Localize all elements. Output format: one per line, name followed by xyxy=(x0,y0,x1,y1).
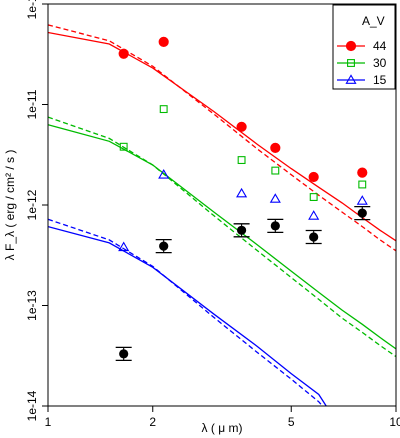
x-axis-label: λ ( μ m) xyxy=(202,421,243,435)
point-av15-0 xyxy=(118,241,130,252)
x-tick-label-1: 1 xyxy=(45,415,52,429)
legend: A_V 44 30 15 xyxy=(332,4,396,90)
x-tick-label-5: 5 xyxy=(288,415,295,429)
model-curve-solid-av44 xyxy=(48,31,396,242)
legend-entries: 44 30 15 xyxy=(337,39,387,87)
legend-label-av15: 15 xyxy=(373,73,387,87)
observed-point-5 xyxy=(357,208,367,218)
axes: 1 2 5 10 1e-14 1e-13 1e-12 1e-11 1e-10 xyxy=(25,0,400,429)
legend-title: A_V xyxy=(362,14,385,28)
point-av44-0 xyxy=(118,48,129,59)
legend-label-av30: 30 xyxy=(373,56,387,70)
point-av30-5 xyxy=(358,180,367,189)
point-av15-4 xyxy=(308,210,320,220)
legend-marker-av15 xyxy=(345,74,357,84)
data-markers xyxy=(115,36,371,362)
y-tick-label-1e-11: 1e-11 xyxy=(25,89,39,119)
point-av15-5 xyxy=(356,195,368,205)
legend-box xyxy=(332,4,396,90)
legend-label-av44: 44 xyxy=(373,39,387,53)
legend-title-main: A_V xyxy=(362,14,385,28)
observed-point-1 xyxy=(159,241,169,251)
observed-point-4 xyxy=(309,232,319,242)
point-av15-1 xyxy=(158,169,170,179)
model-curve-dashed-av15 xyxy=(48,218,323,406)
y-tick-label-1e-13: 1e-13 xyxy=(25,290,39,321)
point-av44-5 xyxy=(357,167,368,178)
point-av44-4 xyxy=(308,171,319,183)
point-av44-1 xyxy=(158,36,169,47)
legend-marker-av44 xyxy=(345,40,357,52)
model-curve-solid-av15 xyxy=(48,225,327,406)
legend-marker-av30 xyxy=(347,59,355,67)
y-tick-label-1e-10: 1e-10 xyxy=(25,0,39,19)
x-tick-label-10: 10 xyxy=(389,415,400,429)
point-av44-3 xyxy=(270,142,281,153)
point-av30-3 xyxy=(271,166,280,175)
y-tick-label-1e-12: 1e-12 xyxy=(25,189,39,220)
y-axis-label: λ F_λ ( erg / cm² / s ) xyxy=(3,150,17,261)
point-av30-4 xyxy=(309,193,318,201)
observed-point-3 xyxy=(270,221,280,231)
model-curves xyxy=(48,24,396,406)
model-curve-solid-av30 xyxy=(48,124,396,350)
y-tick-label-1e-14: 1e-14 xyxy=(25,390,39,421)
model-curve-dashed-av44 xyxy=(48,24,396,252)
observed-point-2 xyxy=(236,225,247,235)
point-av15-2 xyxy=(236,187,248,198)
point-av30-0 xyxy=(119,142,128,151)
model-curve-dashed-av30 xyxy=(48,116,396,358)
point-av15-3 xyxy=(269,193,281,203)
observed-point-0 xyxy=(119,349,129,359)
point-av30-2 xyxy=(237,156,246,165)
point-av30-1 xyxy=(159,105,168,114)
x-tick-label-2: 2 xyxy=(149,415,156,429)
point-av44-2 xyxy=(236,121,247,132)
